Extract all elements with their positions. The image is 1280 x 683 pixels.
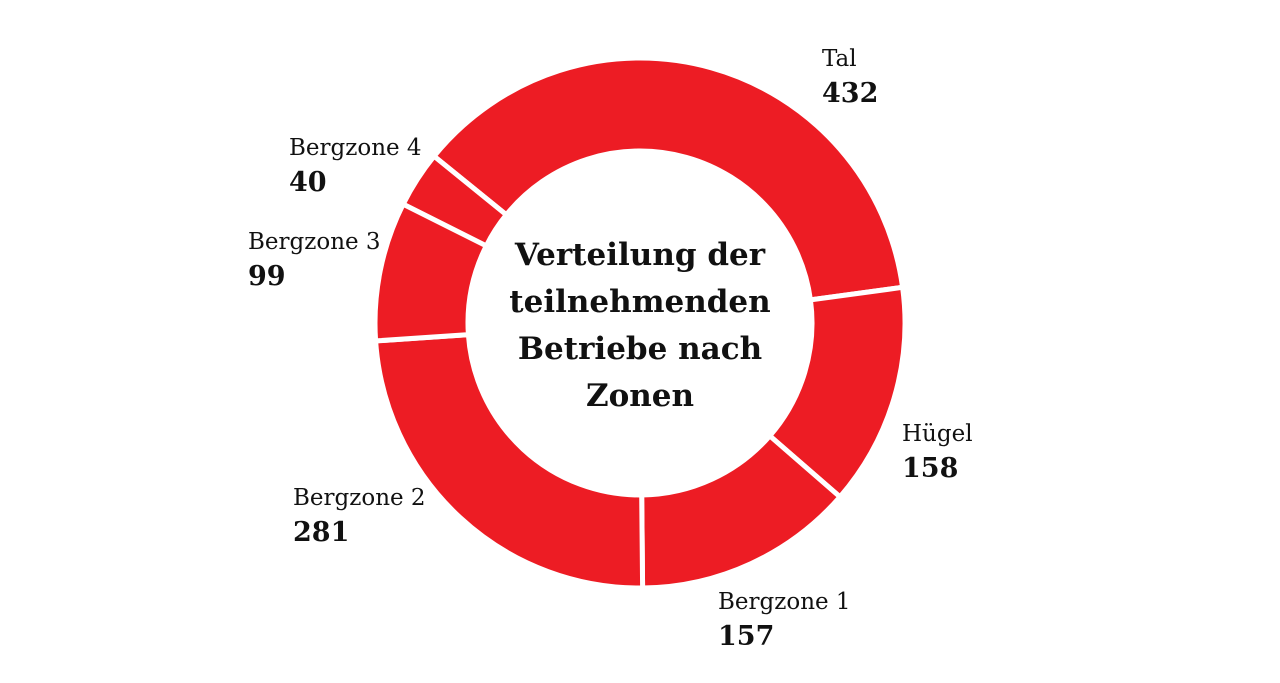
label-bergzone-1: Bergzone 1 157 bbox=[718, 587, 851, 657]
label-bergzone-3-value: 99 bbox=[248, 261, 286, 292]
donut-slices bbox=[372, 55, 908, 591]
label-bergzone-4: Bergzone 4 40 bbox=[289, 133, 422, 203]
slice-tal bbox=[430, 55, 906, 303]
label-huegel-name: Hügel bbox=[902, 421, 973, 447]
label-bergzone-1-name: Bergzone 1 bbox=[718, 589, 851, 615]
label-bergzone-4-value: 40 bbox=[289, 167, 327, 198]
label-bergzone-3: Bergzone 3 99 bbox=[248, 227, 381, 297]
label-huegel-value: 158 bbox=[902, 453, 959, 484]
label-bergzone-1-value: 157 bbox=[718, 621, 775, 652]
label-tal-value: 432 bbox=[822, 78, 879, 109]
label-bergzone-2-value: 281 bbox=[293, 517, 350, 548]
slice-bergzone-2 bbox=[372, 331, 646, 591]
slice-bergzone-4 bbox=[399, 152, 510, 250]
label-tal-name: Tal bbox=[822, 46, 857, 72]
label-bergzone-4-name: Bergzone 4 bbox=[289, 135, 422, 161]
label-bergzone-2: Bergzone 2 281 bbox=[293, 483, 426, 553]
chart-title: Verteilung der teilnehmenden Betriebe na… bbox=[509, 237, 771, 414]
label-bergzone-2-name: Bergzone 2 bbox=[293, 485, 426, 511]
label-huegel: Hügel 158 bbox=[902, 419, 973, 489]
label-tal: Tal 432 bbox=[822, 44, 878, 114]
label-bergzone-3-name: Bergzone 3 bbox=[248, 229, 381, 255]
